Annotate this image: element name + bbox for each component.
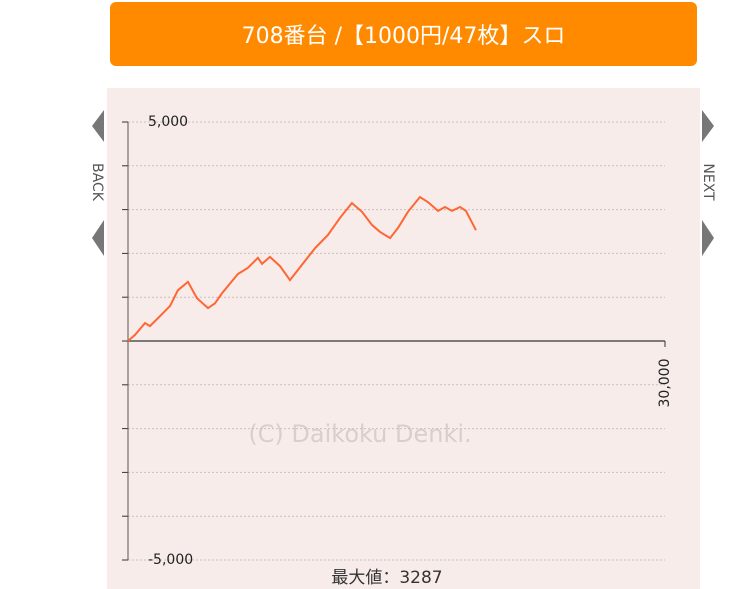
y-tick-label: 5,000: [148, 114, 188, 130]
y-tick-label: -5,000: [148, 552, 193, 568]
back-arrow[interactable]: [92, 220, 104, 256]
x-tick-label: 30,000: [657, 359, 673, 408]
data-line: [127, 195, 477, 342]
next-arrow[interactable]: [702, 110, 714, 142]
chart-panel: [107, 88, 700, 589]
watermark: (C) Daikoku Denki.: [248, 420, 471, 448]
max-value: 最大値：3287: [331, 568, 442, 588]
back-link[interactable]: BACK: [89, 163, 105, 202]
next-arrow[interactable]: [702, 220, 714, 256]
header-title: 708番台 /【1000円/47枚】スロ: [110, 2, 697, 66]
back-arrow[interactable]: [92, 110, 104, 142]
next-link[interactable]: NEXT: [700, 163, 716, 201]
